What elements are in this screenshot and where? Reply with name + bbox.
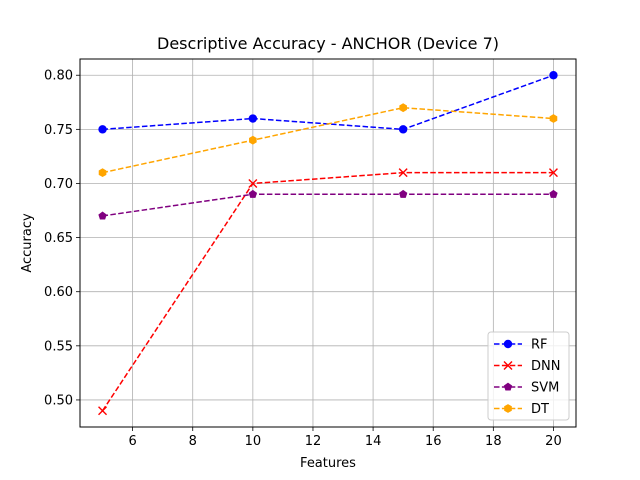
data-point-svm: [398, 189, 408, 198]
data-point-svm: [248, 189, 258, 198]
series-line-dnn: [101, 171, 554, 412]
legend-label-dnn: DNN: [531, 359, 560, 374]
legend-label-dt: DT: [531, 402, 549, 417]
series-lines: [101, 74, 554, 412]
x-tick-label: 18: [485, 434, 502, 449]
legend-label-svm: SVM: [531, 381, 559, 396]
data-point-svm: [549, 189, 558, 198]
series-line-svm: [102, 193, 554, 217]
legend-marker-svm: [503, 382, 513, 391]
y-tick-label: 0.65: [44, 231, 73, 246]
chart-title: Descriptive Accuracy - ANCHOR (Device 7): [157, 34, 499, 53]
x-axis-title: Features: [300, 456, 356, 471]
x-axis-ticks: 6 8 10 12 14 16 18 20: [128, 427, 562, 449]
legend-box: [487, 331, 570, 421]
x-tick-label: 20: [545, 434, 562, 449]
series-line-dt: [102, 106, 554, 174]
data-point-dt: [249, 135, 257, 145]
data-point-dnn: [548, 168, 558, 178]
data-point-rf: [549, 71, 558, 80]
legend-marker-dt: [504, 404, 512, 413]
y-tick-label: 0.50: [44, 393, 73, 408]
data-point-dt: [98, 168, 107, 178]
series-markers: [98, 71, 558, 416]
y-tick-label: 0.80: [44, 69, 73, 84]
y-tick-label: 0.70: [44, 177, 73, 192]
data-point-dnn: [98, 406, 108, 416]
x-tick-label: 16: [425, 434, 442, 449]
x-tick-label: 14: [365, 434, 382, 449]
x-tick-label: 8: [189, 434, 197, 449]
plot-frame: [79, 58, 577, 428]
legend-marker-rf: [503, 339, 513, 349]
data-point-svm: [98, 211, 107, 220]
data-point-dnn: [398, 168, 408, 178]
y-tick-label: 0.75: [44, 123, 73, 138]
data-point-rf: [98, 125, 107, 134]
data-point-dnn: [248, 178, 258, 188]
y-tick-label: 0.55: [44, 339, 73, 354]
y-axis-title: Accuracy: [20, 213, 35, 273]
data-point-rf: [398, 125, 408, 134]
x-tick-label: 12: [305, 434, 322, 449]
legend-marker-dnn: [503, 361, 513, 370]
data-point-dt: [549, 114, 558, 123]
legend-label-rf: RF: [531, 338, 548, 353]
x-tick-label: 6: [128, 434, 136, 449]
legend: RF DNN SVM DT: [487, 331, 570, 421]
x-tick-label: 10: [245, 434, 262, 449]
y-tick-label: 0.60: [44, 285, 73, 300]
data-point-dt: [399, 103, 407, 113]
data-point-rf: [248, 114, 258, 123]
y-axis-ticks: 0.50 0.55 0.60 0.65 0.70 0.75 0.80: [44, 69, 80, 408]
